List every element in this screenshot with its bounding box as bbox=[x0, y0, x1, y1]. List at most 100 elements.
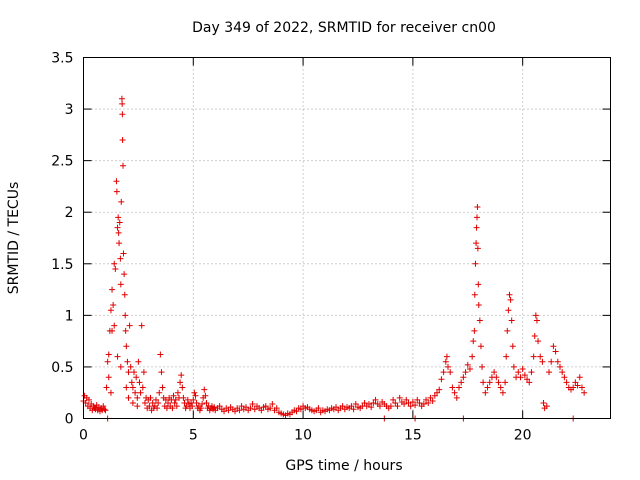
data-point bbox=[118, 198, 125, 205]
y-tick-label: 1 bbox=[65, 308, 74, 324]
data-point bbox=[105, 374, 112, 381]
data-point bbox=[121, 271, 128, 278]
data-point bbox=[387, 403, 394, 410]
data-point bbox=[152, 396, 159, 403]
data-point bbox=[190, 396, 197, 403]
data-point bbox=[486, 379, 493, 386]
data-point bbox=[333, 404, 340, 411]
data-point bbox=[155, 400, 162, 407]
data-point bbox=[129, 400, 136, 407]
data-point bbox=[581, 389, 588, 396]
data-point bbox=[140, 369, 147, 376]
x-tick-label: 10 bbox=[294, 428, 312, 444]
data-point bbox=[495, 379, 502, 386]
data-point bbox=[401, 401, 408, 408]
x-tick-label: 15 bbox=[404, 428, 422, 444]
data-point bbox=[315, 405, 322, 412]
data-point bbox=[431, 392, 438, 399]
data-point bbox=[122, 312, 129, 319]
data-point bbox=[476, 317, 483, 324]
data-point bbox=[532, 312, 539, 319]
x-tick-label: 0 bbox=[79, 428, 88, 444]
data-point bbox=[449, 384, 456, 391]
data-point bbox=[524, 376, 531, 383]
data-point bbox=[258, 407, 265, 414]
data-point bbox=[170, 392, 177, 399]
data-point bbox=[474, 204, 481, 211]
y-tick-label: 1.5 bbox=[51, 257, 73, 273]
data-point bbox=[105, 351, 112, 358]
data-point bbox=[460, 374, 467, 381]
chart-title: Day 349 of 2022, SRMTID for receiver cn0… bbox=[192, 20, 496, 36]
data-point bbox=[103, 384, 110, 391]
data-point bbox=[91, 405, 98, 412]
data-point bbox=[543, 403, 550, 410]
data-point bbox=[109, 286, 116, 293]
data-point bbox=[134, 403, 141, 410]
data-point bbox=[556, 363, 563, 370]
data-point bbox=[111, 260, 118, 267]
data-point bbox=[114, 224, 121, 231]
data-point bbox=[509, 343, 516, 350]
data-point bbox=[134, 394, 141, 401]
data-point bbox=[352, 401, 359, 408]
data-point bbox=[510, 363, 517, 370]
grid-lines bbox=[83, 57, 611, 419]
data-point bbox=[137, 389, 144, 396]
data-point bbox=[442, 358, 449, 365]
data-point bbox=[350, 406, 357, 413]
data-point bbox=[191, 389, 198, 396]
data-point bbox=[116, 219, 123, 226]
x-tick-label: 20 bbox=[514, 428, 532, 444]
data-point bbox=[267, 405, 274, 412]
data-point bbox=[85, 396, 92, 403]
data-point bbox=[238, 403, 245, 410]
data-point bbox=[505, 307, 512, 314]
data-point bbox=[420, 401, 427, 408]
data-point bbox=[125, 394, 132, 401]
x-tick-label: 5 bbox=[189, 428, 198, 444]
data-point bbox=[537, 353, 544, 360]
data-point bbox=[368, 404, 375, 411]
data-point bbox=[423, 396, 430, 403]
data-point bbox=[552, 348, 559, 355]
x-axis-label: GPS time / hours bbox=[285, 458, 402, 474]
data-point bbox=[123, 384, 130, 391]
data-point bbox=[120, 250, 127, 257]
data-point bbox=[113, 178, 120, 185]
data-point bbox=[192, 392, 199, 399]
data-point bbox=[546, 369, 553, 376]
data-point bbox=[453, 394, 460, 401]
data-point bbox=[491, 369, 498, 376]
data-point bbox=[503, 353, 510, 360]
data-point bbox=[109, 327, 116, 334]
data-point bbox=[540, 400, 547, 407]
data-point bbox=[528, 369, 535, 376]
data-point bbox=[484, 384, 491, 391]
data-point bbox=[339, 403, 346, 410]
data-points bbox=[80, 95, 588, 422]
data-point bbox=[114, 353, 121, 360]
data-point bbox=[120, 162, 127, 169]
data-point bbox=[127, 363, 134, 370]
data-point bbox=[578, 384, 585, 391]
data-point bbox=[403, 396, 410, 403]
data-point bbox=[116, 240, 123, 247]
data-point bbox=[138, 322, 145, 329]
data-point bbox=[104, 358, 111, 365]
data-point bbox=[425, 400, 432, 407]
data-point bbox=[462, 369, 469, 376]
data-point bbox=[135, 358, 142, 365]
data-point bbox=[141, 400, 148, 407]
data-point bbox=[535, 338, 542, 345]
y-tick-label: 3.5 bbox=[51, 51, 73, 67]
data-point bbox=[146, 403, 153, 410]
data-point bbox=[131, 369, 138, 376]
data-point bbox=[407, 403, 414, 410]
data-point bbox=[455, 384, 462, 391]
data-point bbox=[121, 291, 128, 298]
data-point bbox=[297, 406, 304, 413]
data-point bbox=[147, 394, 154, 401]
data-point bbox=[412, 402, 419, 409]
